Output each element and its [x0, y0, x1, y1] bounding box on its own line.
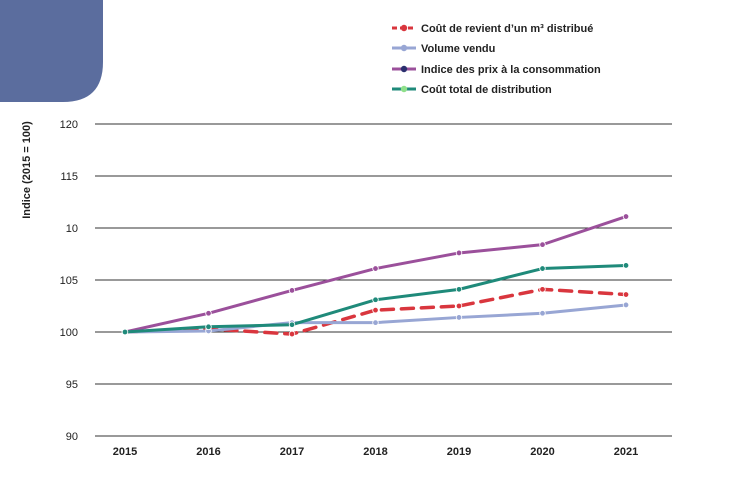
data-point [539, 241, 546, 248]
legend-label: Volume vendu [421, 43, 495, 55]
data-point [372, 319, 379, 326]
data-point [288, 330, 296, 338]
legend-swatch-marker [400, 24, 408, 32]
legend-swatch-marker [400, 65, 408, 73]
data-point [372, 265, 379, 272]
x-tick-label: 2019 [447, 446, 471, 458]
data-point [539, 265, 546, 272]
y-tick-label: 100 [60, 327, 78, 339]
legend-label: Coût total de distribution [421, 84, 552, 96]
data-point [622, 291, 630, 298]
data-point [455, 302, 463, 310]
y-axis-label: Indice (2015 = 100) [21, 121, 33, 219]
x-tick-label: 2021 [614, 446, 638, 458]
x-tick-label: 2020 [530, 446, 554, 458]
grid [95, 123, 672, 437]
corner-decoration [0, 0, 103, 102]
data-point [539, 310, 546, 317]
x-tick-label: 2015 [113, 446, 137, 458]
x-axis-ticks: 2015 2016 2017 2018 2019 2020 2021 [113, 446, 638, 458]
y-tick-label: 105 [60, 275, 78, 287]
series [121, 213, 630, 338]
data-point [288, 287, 296, 294]
y-axis-ticks: 120 115 10 105 100 95 90 [60, 119, 78, 443]
data-point [622, 262, 630, 269]
legend-swatch-marker [400, 85, 408, 93]
legend-label: Coût de revient d’un m³ distribué [421, 23, 593, 35]
data-point [455, 314, 463, 321]
series-line [123, 215, 628, 334]
x-tick-label: 2016 [196, 446, 220, 458]
data-point [455, 249, 463, 257]
data-point [455, 286, 463, 293]
data-point [121, 328, 129, 336]
y-tick-label: 90 [66, 431, 78, 443]
legend-swatch-marker [400, 44, 408, 52]
x-tick-label: 2018 [363, 446, 387, 458]
data-point [372, 296, 379, 303]
y-tick-label: 115 [60, 171, 78, 183]
data-point [372, 306, 379, 314]
data-point [288, 321, 296, 328]
x-tick-label: 2017 [280, 446, 304, 458]
data-point [205, 323, 212, 330]
legend-label: Indice des prix à la consommation [421, 64, 601, 76]
y-tick-label: 120 [60, 119, 78, 131]
data-point [622, 213, 630, 220]
y-tick-label: 95 [66, 379, 78, 391]
data-point [622, 301, 630, 309]
y-tick-label: 10 [66, 223, 78, 235]
data-point [539, 286, 546, 293]
legend: Coût de revient d’un m³ distribué Volume … [392, 23, 601, 96]
data-point [205, 310, 212, 317]
